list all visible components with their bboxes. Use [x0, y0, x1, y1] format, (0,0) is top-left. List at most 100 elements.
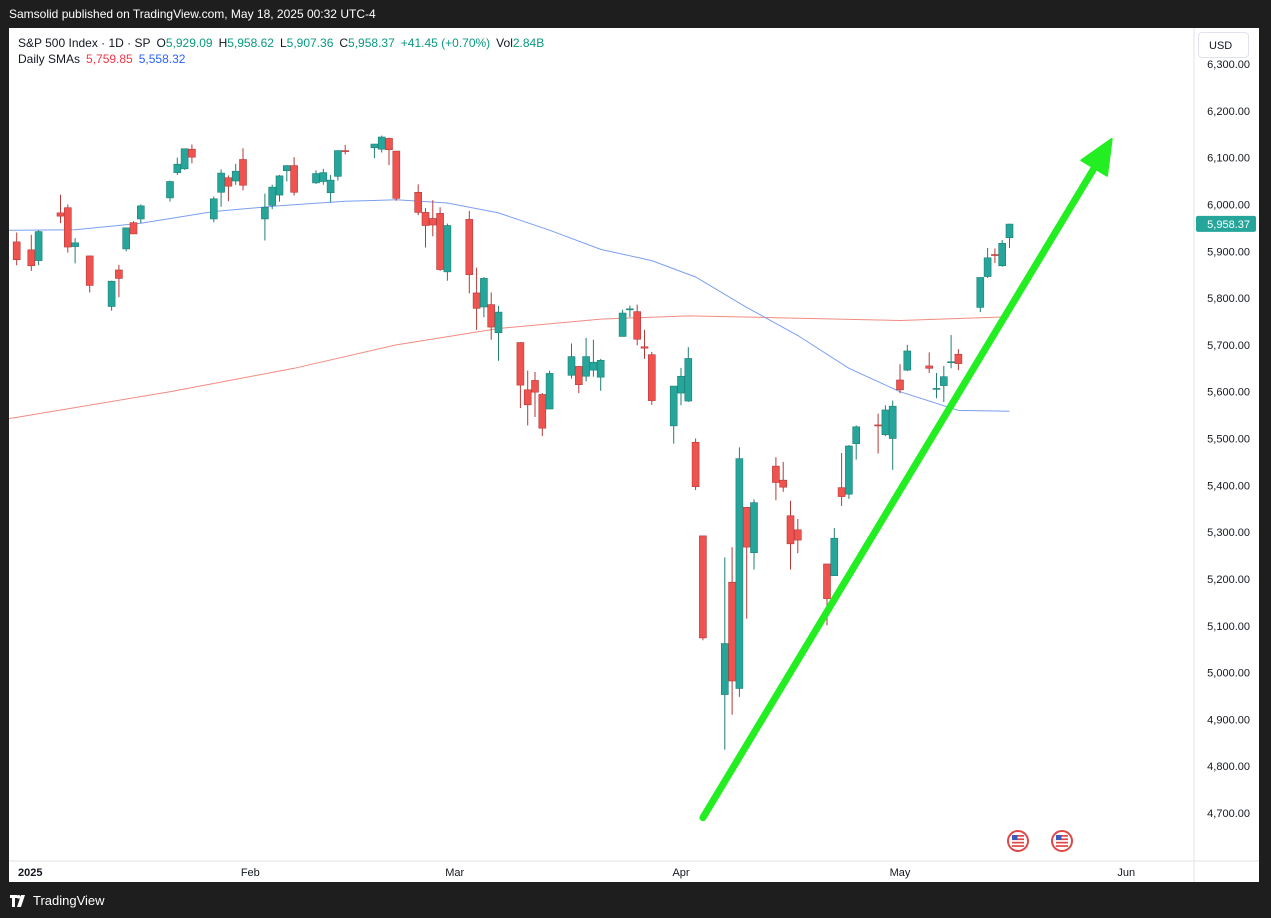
- candlestick-chart[interactable]: 6,300.00 6,200.00 6,100.00 6,000.00 5,900.00…: [9, 28, 1259, 882]
- candle-body: [837, 487, 846, 497]
- candle: [414, 184, 423, 216]
- candle-body: [947, 361, 955, 364]
- candle: [618, 309, 627, 337]
- candle-body: [239, 159, 247, 186]
- candle-body: [210, 198, 218, 220]
- tradingview-logo-icon: [10, 894, 25, 907]
- candle: [998, 240, 1007, 267]
- candle: [472, 267, 481, 330]
- trend-arrow-shaft: [699, 164, 1098, 822]
- candle-body: [166, 181, 174, 199]
- price-tick-label: 5,100.00: [1207, 621, 1250, 633]
- candle-body: [56, 212, 65, 217]
- candle-body: [823, 563, 831, 599]
- us-event-flag-icon: [1051, 830, 1073, 852]
- candle: [261, 193, 269, 241]
- sma-label[interactable]: Daily SMAs: [18, 52, 81, 66]
- candle-body: [750, 502, 758, 554]
- candle-body: [596, 360, 605, 378]
- candle: [582, 337, 590, 382]
- flag-stripe: [1056, 841, 1068, 844]
- candle: [538, 393, 547, 437]
- chart-panel[interactable]: 6,300.00 6,200.00 6,100.00 6,000.00 5,900.00…: [9, 28, 1259, 882]
- symbol-label[interactable]: S&P 500 Index · 1D · SP: [18, 36, 151, 50]
- candle: [947, 335, 955, 369]
- price-tick-label: 5,700.00: [1207, 340, 1250, 352]
- flag-stripe: [1012, 841, 1024, 844]
- candle-body: [589, 361, 598, 371]
- candle: [837, 453, 846, 506]
- candle-body: [516, 342, 525, 386]
- candle-body: [63, 207, 72, 248]
- candle-body: [939, 376, 948, 386]
- price-tick-label: 6,200.00: [1207, 106, 1250, 118]
- candle: [852, 425, 861, 460]
- volume-label: Vol: [496, 36, 513, 50]
- low-value: 5,907.36: [286, 36, 334, 50]
- candle: [932, 372, 941, 399]
- price-tick-label: 5,200.00: [1207, 574, 1250, 586]
- candle: [574, 366, 583, 394]
- flag-stripe: [1012, 838, 1024, 841]
- candle-body: [341, 150, 350, 152]
- candle: [166, 180, 174, 202]
- candle-body: [779, 479, 788, 488]
- candle-body: [582, 356, 590, 377]
- candle: [523, 370, 532, 426]
- price-tick-label: 6,000.00: [1207, 199, 1250, 211]
- candle-body: [85, 255, 94, 286]
- open-label: O: [156, 36, 166, 50]
- candle-body: [480, 278, 488, 308]
- candle-body: [545, 373, 554, 410]
- candle: [640, 329, 649, 359]
- candle: [107, 280, 116, 311]
- candle: [334, 150, 342, 181]
- candle-body: [261, 206, 269, 220]
- trend-arrow-head: [1080, 137, 1113, 177]
- candle-body: [34, 231, 43, 261]
- candle: [983, 247, 992, 278]
- candle-body: [954, 353, 963, 364]
- flag-stripe: [1056, 838, 1068, 841]
- flag-stripe: [1056, 835, 1068, 837]
- candle: [217, 169, 225, 207]
- candle: [312, 170, 320, 184]
- candle: [845, 445, 853, 499]
- time-tick-label: 2025: [18, 867, 42, 879]
- candle: [991, 248, 999, 263]
- candle-body: [888, 405, 897, 439]
- candle: [896, 364, 904, 394]
- candle: [903, 344, 912, 372]
- candle-body: [728, 581, 736, 682]
- candle-body: [275, 175, 284, 196]
- candle: [12, 232, 21, 266]
- candle-body: [326, 179, 335, 194]
- candle-body: [735, 458, 744, 689]
- sma200-value: 5,558.32: [138, 52, 186, 66]
- candle-body: [618, 312, 627, 337]
- candle-body: [472, 292, 481, 309]
- chart-legend: S&P 500 Index · 1D · SP O 5,929.09 H 5,958…: [18, 35, 544, 67]
- candle: [793, 519, 802, 554]
- price-tick-label: 5,500.00: [1207, 434, 1250, 446]
- currency-button[interactable]: USD: [1198, 32, 1249, 58]
- candle: [633, 304, 642, 346]
- candle: [699, 535, 707, 641]
- candle: [939, 365, 948, 402]
- candle-body: [377, 136, 386, 150]
- candle: [392, 150, 401, 201]
- candle-body: [129, 222, 138, 235]
- candle: [647, 351, 656, 405]
- price-tick-label: 6,300.00: [1207, 59, 1250, 71]
- tradingview-logo[interactable]: TradingView: [10, 893, 105, 908]
- candle-body: [115, 269, 123, 279]
- candle: [925, 352, 934, 373]
- sma50-value: 5,759.85: [86, 52, 133, 66]
- candle: [779, 461, 788, 492]
- time-tick-label: May: [890, 867, 911, 879]
- candle-body: [173, 163, 182, 173]
- candle: [421, 208, 430, 248]
- candle: [210, 196, 218, 223]
- candle-body: [188, 148, 196, 158]
- candle-body: [874, 424, 882, 427]
